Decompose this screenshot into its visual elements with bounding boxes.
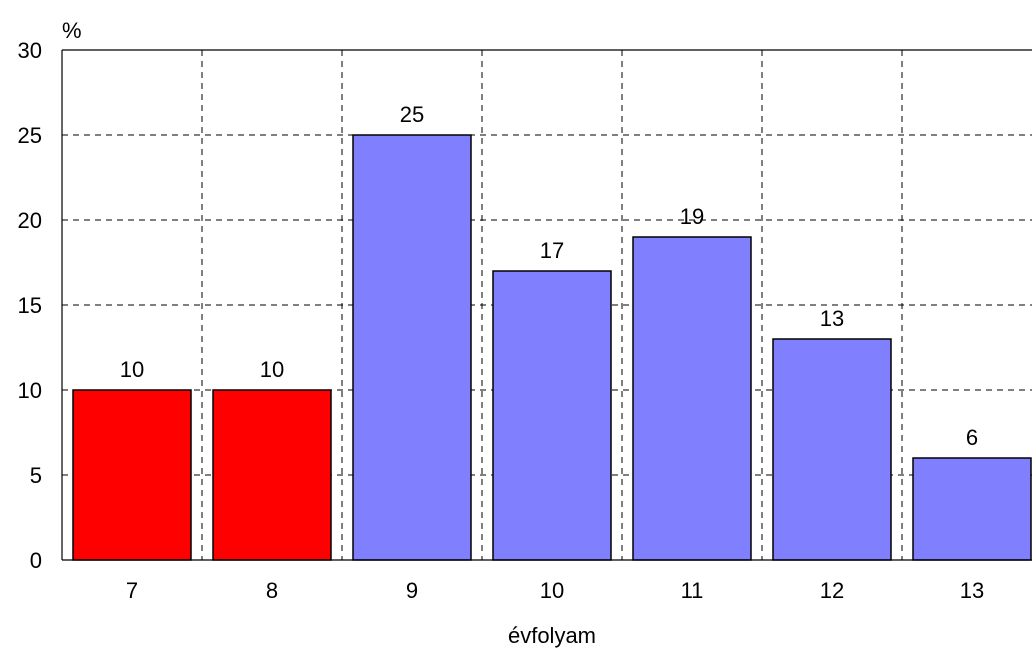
bar-7 [72, 389, 192, 561]
data-label-11: 19 [680, 204, 704, 229]
data-label-13: 6 [966, 425, 978, 450]
x-tick-label-10: 10 [540, 578, 564, 603]
x-tick-label-12: 12 [820, 578, 844, 603]
y-tick-label: 15 [18, 293, 42, 318]
bar-10 [492, 270, 612, 561]
bar-13 [912, 457, 1032, 561]
data-label-12: 13 [820, 306, 844, 331]
data-label-7: 10 [120, 357, 144, 382]
data-labels: 10 10 25 17 19 13 6 [120, 102, 978, 450]
data-label-9: 25 [400, 102, 424, 127]
x-tick-labels: 7 8 9 10 11 12 13 [126, 578, 984, 603]
x-tick-label-8: 8 [266, 578, 278, 603]
x-axis-label: évfolyam [508, 623, 596, 648]
data-label-10: 17 [540, 238, 564, 263]
y-axis-label: % [62, 18, 82, 43]
y-tick-label: 10 [18, 378, 42, 403]
bars [72, 134, 1032, 561]
y-tick-label: 0 [30, 548, 42, 573]
x-tick-label-13: 13 [960, 578, 984, 603]
x-tick-label-9: 9 [406, 578, 418, 603]
y-tick-label: 5 [30, 463, 42, 488]
bar-8 [212, 389, 332, 561]
bar-11 [632, 236, 752, 561]
bar-9 [352, 134, 472, 561]
y-tick-label: 30 [18, 38, 42, 63]
data-label-8: 10 [260, 357, 284, 382]
y-tick-label: 20 [18, 208, 42, 233]
axes [61, 49, 1032, 561]
x-tick-label-7: 7 [126, 578, 138, 603]
x-tick-label-11: 11 [681, 578, 704, 603]
bar-12 [772, 338, 892, 561]
y-tick-label: 25 [18, 123, 42, 148]
y-tick-labels: 0 5 10 15 20 25 30 [18, 38, 42, 573]
